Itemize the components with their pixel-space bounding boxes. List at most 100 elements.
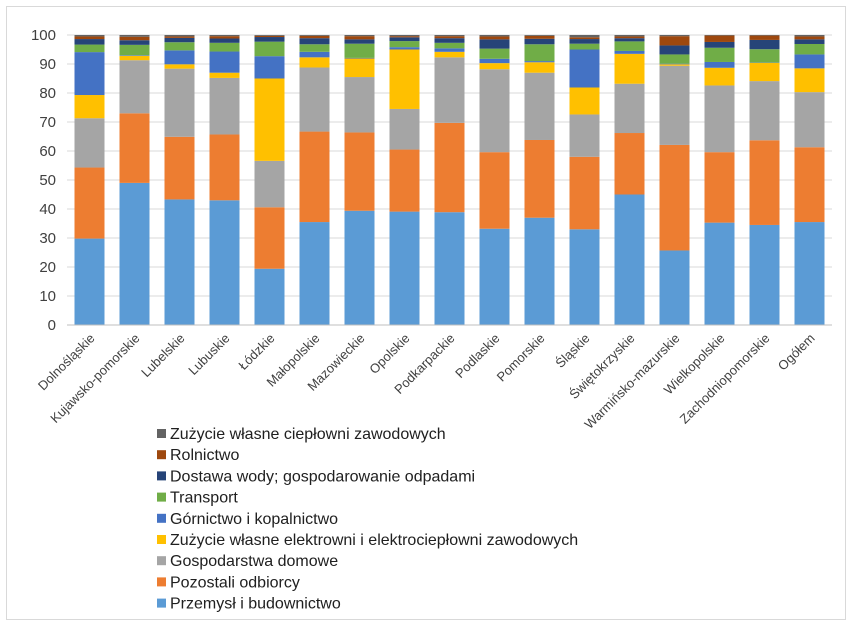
bar-segment [344,77,375,133]
bar-segment [479,48,510,59]
legend-swatch [157,429,166,438]
bar-segment [299,35,330,39]
bar-segment [74,95,105,119]
bar-segment [794,222,825,325]
y-tick-label: 80 [39,85,56,102]
chart-frame: 0 10 20 30 40 50 60 70 80 90 100 Dolnośląskie Kujaw… [6,6,846,620]
bar-segment [119,182,150,325]
legend-swatch [157,535,166,544]
bar-segment [164,64,195,69]
bar-segment [254,35,285,36]
bar-segment [704,85,735,153]
bar-segment [389,37,420,42]
bar-segment [209,51,240,73]
bar-segment [434,38,465,43]
legend-swatch [157,577,166,587]
bar-segment [614,36,645,39]
bar-segment [389,36,420,38]
bar-segment [74,52,105,96]
bar-segment [659,36,690,46]
y-tick-label: 90 [39,56,56,73]
bar-segment [74,35,105,37]
legend-swatch [157,450,166,460]
bar-segment [254,37,285,42]
bar-segment [479,63,510,70]
legend: Zużycie własne ciepłowni zawodowych Rolni… [157,426,578,613]
bar-segment [164,42,195,51]
bar-segment [659,250,690,325]
bar-segment [254,41,285,57]
bar-segment [344,57,375,59]
legend-label: Pozostali odbiorcy [170,574,300,591]
bar-segment [659,65,690,145]
bar-segment [254,160,285,208]
bar-segment [74,39,105,45]
bar-segment [704,67,735,86]
bar-segment [614,41,645,51]
bar-segment [794,92,825,148]
bar-segment [479,69,510,153]
bar-segment [614,194,645,325]
bar-segment [209,134,240,201]
legend-label: Zużycie własne ciepłowni zawodowych [170,426,446,443]
y-tick-label: 100 [31,27,56,44]
bar-segment [569,114,600,157]
bar-segment [74,36,105,40]
bar-segment [569,229,600,325]
stacked-bar-chart: 0 10 20 30 40 50 60 70 80 90 100 DolnośląskieKujaw… [31,27,832,613]
bar-segment [659,54,690,64]
bar-segment [209,36,240,39]
bar-segment [749,49,780,63]
bar-segment [164,35,195,37]
bar-segment [344,210,375,325]
bar-segment [299,38,330,45]
bar-segment [299,35,330,36]
legend-label: Gospodarstwa domowe [170,553,338,570]
y-tick-label: 70 [39,114,56,131]
bar-segment [434,57,465,123]
bar-segment [389,41,420,48]
y-tick-label: 60 [39,143,56,160]
bar-segment [794,147,825,223]
bar-segment [614,83,645,134]
bar-segment [569,39,600,44]
y-tick-label: 0 [48,317,56,334]
bar-segment [524,139,555,218]
bar-segment [434,122,465,213]
y-tick-label: 30 [39,230,56,247]
bar-segment [119,55,150,61]
bar-segment [254,268,285,325]
bar-segment [299,131,330,223]
y-tick-label: 20 [39,259,56,276]
x-category-label: Lubelskie [138,331,187,380]
bar-segment [209,72,240,78]
bar-segment [659,144,690,251]
legend-label: Dostawa wody; gospodarowanie odpadami [170,468,475,485]
bar-segment [299,57,330,68]
legend-swatch [157,492,166,502]
bar-segment [254,78,285,161]
bar-segment [614,38,645,42]
bar-segment [704,61,735,68]
bar-segment [479,36,510,40]
bar-segment [479,58,510,64]
bar-segment [704,222,735,325]
bar-segment [344,39,375,44]
bar-segment [569,156,600,230]
bar-segment [74,44,105,53]
legend-label: Przemysł i budownictwo [170,596,341,613]
bar-segment [749,224,780,325]
bar-segment [614,53,645,84]
bar-segment [614,133,645,195]
bar-segment [704,47,735,62]
bar-segment [164,50,195,65]
bar-segment [479,39,510,49]
bar-segment [209,42,240,52]
bar-segment [209,35,240,37]
bar-segment [749,35,780,40]
bar-segment [524,62,555,73]
bar-segment [164,37,195,43]
legend-label: Górnictwo i kopalnictwo [170,511,338,528]
legend-swatch [157,471,166,481]
bar-segment [794,68,825,93]
